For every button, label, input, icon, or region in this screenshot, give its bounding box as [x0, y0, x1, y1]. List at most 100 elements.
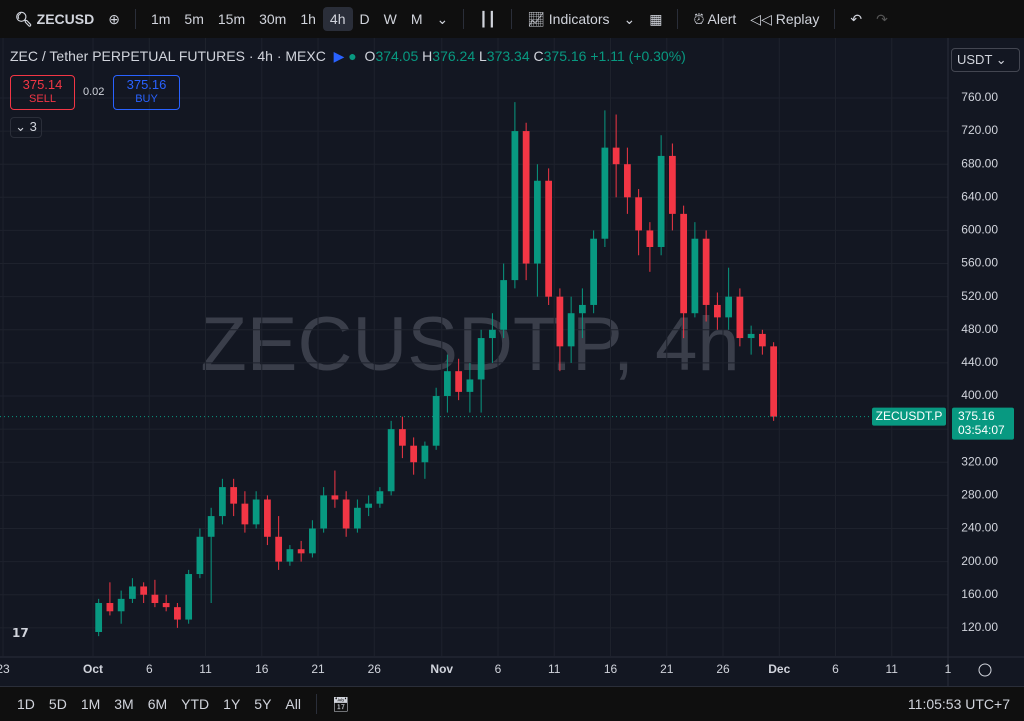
x-tick-label: 1 [945, 662, 952, 676]
more[interactable]: ⌄ [436, 10, 449, 27]
buy-text: BUY [135, 93, 158, 105]
ranges: 1D 5D 1M 3M 6M YTD 1Y 5Y All [10, 692, 308, 716]
candle-body [117, 598, 125, 612]
candle-body [297, 549, 305, 554]
legend: ZEC / Tether PERPETUAL FUTURES · 4h · ME… [10, 48, 686, 64]
candle-body [669, 155, 676, 214]
interval[interactable]: D [359, 11, 370, 27]
layout[interactable]: ▦ [649, 10, 663, 27]
candle-body [140, 586, 148, 595]
range[interactable]: 1M [80, 696, 101, 712]
candle-body [241, 503, 249, 525]
h-label: H [422, 48, 433, 64]
candle-body [365, 503, 373, 508]
interval[interactable]: 4h [322, 7, 353, 31]
replay[interactable]: ◁◁ Replay [750, 10, 820, 27]
clock: 11:05:53 UTC+7 [907, 696, 1010, 712]
y-tick-label: 320.00 [961, 454, 998, 468]
indicators-text: Indicators [548, 10, 610, 27]
sell-text: SELL [29, 93, 56, 105]
add-symbol[interactable]: ⊕ [108, 10, 120, 27]
settings[interactable] [978, 663, 992, 677]
sell-button[interactable]: 375.14 SELL [10, 75, 75, 110]
price-tag-text: 375.16 [958, 409, 995, 423]
x-tick-label: Nov [430, 662, 453, 676]
c-label: C [533, 48, 544, 64]
o-label: O [364, 48, 376, 64]
x-tick-label: 21 [660, 662, 674, 676]
candle-body [736, 296, 744, 339]
candle-body [646, 230, 654, 247]
change: +1.11 (+0.30%) [590, 48, 686, 64]
x-tick-label: Oct [83, 662, 103, 676]
candle-body [466, 379, 474, 392]
x-tick-label: 6 [495, 662, 502, 676]
range[interactable]: 1Y [223, 696, 241, 712]
more[interactable]: ⌄ [623, 10, 636, 27]
bottom-bar: 1D 5D 1M 3M 6M YTD 1Y 5Y All 📅︎ 11:05:53 UTC+7 [0, 686, 1024, 721]
candle-body [489, 329, 496, 339]
interval[interactable]: 5m [184, 11, 204, 27]
candle-body [624, 164, 631, 198]
candle-body [275, 536, 283, 562]
range[interactable]: 3M [114, 696, 134, 712]
tv-logo: 𝟭𝟳 [12, 626, 29, 640]
candle-body [511, 131, 519, 281]
l-label: L [479, 48, 487, 64]
candle-body [151, 594, 159, 604]
range[interactable]: 1D [17, 696, 35, 712]
y-tick-label: 480.00 [961, 322, 998, 336]
range[interactable]: All [285, 696, 301, 712]
x-tick-label: 11 [548, 662, 561, 676]
symbol-text: ZECUSD [36, 10, 95, 27]
interval[interactable]: 15m [217, 11, 246, 27]
candle-body [219, 487, 226, 517]
interval[interactable]: 1m [150, 11, 171, 27]
candle-body [534, 180, 541, 264]
chart-type[interactable]: ┃┃ [479, 10, 497, 27]
y-tick-label: 600.00 [961, 223, 998, 237]
l-value: 373.34 [486, 48, 530, 64]
o-value: 374.05 [375, 48, 419, 64]
interval[interactable]: M [410, 11, 423, 27]
range[interactable]: YTD [181, 696, 210, 712]
indicator-count: 3 [29, 119, 37, 134]
candle-body [286, 549, 294, 562]
candle-body [657, 155, 665, 247]
candle-body [545, 180, 553, 297]
candle-body [579, 304, 586, 314]
indicators[interactable]: 📈︎ Indicators [527, 10, 610, 27]
h-value: 376.24 [432, 48, 476, 64]
buy-button[interactable]: 375.16 BUY [113, 75, 180, 110]
y-tick-label: 400.00 [961, 388, 998, 402]
candle-body [567, 313, 575, 347]
candle-body [455, 371, 463, 392]
candle-body [207, 516, 215, 537]
y-tick-label: 720.00 [961, 123, 998, 137]
candle-body [162, 603, 170, 608]
intervals: 1m 5m 15m 30m 1h 4h D W M [144, 7, 430, 31]
goto-date[interactable]: 📅︎ [331, 695, 350, 712]
indicator-toggle[interactable]: ⌄ 3 [10, 117, 42, 138]
redo[interactable]: ↷ [876, 10, 888, 27]
range[interactable]: 6M [147, 696, 168, 712]
currency[interactable]: USDT ⌄ [951, 48, 1020, 72]
candle-body [387, 429, 395, 492]
candle-body [714, 304, 721, 318]
range[interactable]: 5D [48, 696, 67, 712]
interval[interactable]: 1h [300, 11, 316, 27]
interval[interactable]: 30m [259, 11, 287, 27]
candle-body [196, 536, 204, 575]
candle-body [264, 499, 271, 537]
x-tick-label: 21 [311, 662, 325, 676]
interval[interactable]: W [383, 11, 397, 27]
undo[interactable]: ↶ [850, 10, 863, 27]
y-tick-label: 680.00 [961, 156, 998, 170]
candle-body [691, 238, 699, 314]
candle-body [725, 296, 733, 318]
alert[interactable]: ⏰︎ Alert [693, 10, 737, 27]
range[interactable]: 5Y [254, 696, 272, 712]
symbol[interactable]: 🔍︎ ZECUSD [15, 10, 95, 27]
candle-body [770, 346, 778, 417]
y-tick-label: 520.00 [961, 289, 998, 303]
